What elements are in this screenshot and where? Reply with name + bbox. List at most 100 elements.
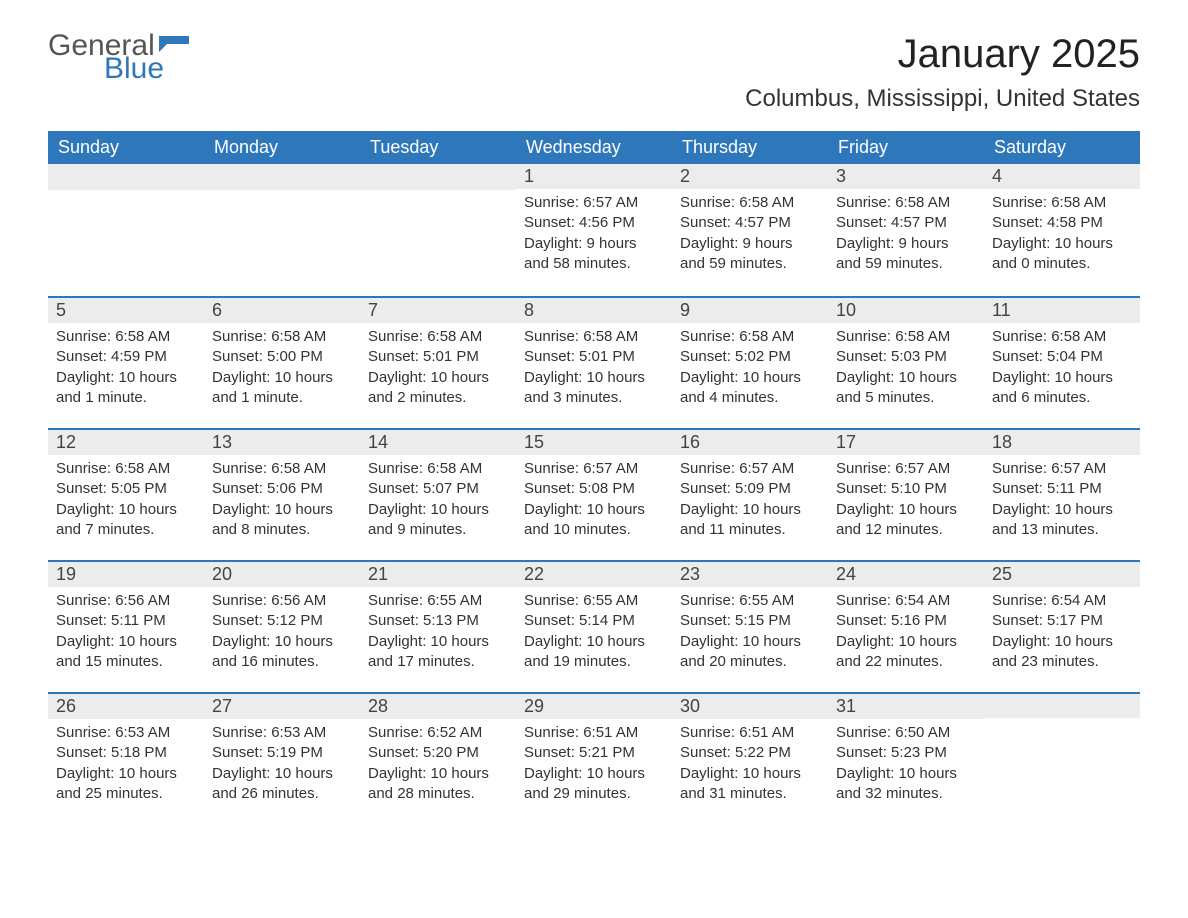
sunset-text: Sunset: 4:56 PM [524,213,664,233]
sunset-text: Sunset: 5:19 PM [212,743,352,763]
day-body: Sunrise: 6:58 AMSunset: 4:57 PMDaylight:… [828,189,984,282]
day-body: Sunrise: 6:58 AMSunset: 5:07 PMDaylight:… [360,455,516,548]
day-body: Sunrise: 6:53 AMSunset: 5:19 PMDaylight:… [204,719,360,812]
day-number: 19 [48,560,204,587]
daylight-text: Daylight: 10 hours and 3 minutes. [524,368,664,409]
calendar-cell: 26Sunrise: 6:53 AMSunset: 5:18 PMDayligh… [48,692,204,824]
day-body: Sunrise: 6:57 AMSunset: 4:56 PMDaylight:… [516,189,672,282]
sunset-text: Sunset: 5:04 PM [992,347,1132,367]
day-number: 13 [204,428,360,455]
day-body: Sunrise: 6:56 AMSunset: 5:11 PMDaylight:… [48,587,204,680]
weekday-header: Saturday [984,131,1140,164]
daylight-text: Daylight: 10 hours and 13 minutes. [992,500,1132,541]
daylight-text: Daylight: 10 hours and 29 minutes. [524,764,664,805]
calendar-cell: 4Sunrise: 6:58 AMSunset: 4:58 PMDaylight… [984,164,1140,296]
day-number: 4 [984,164,1140,189]
day-body: Sunrise: 6:58 AMSunset: 5:06 PMDaylight:… [204,455,360,548]
calendar-cell: 14Sunrise: 6:58 AMSunset: 5:07 PMDayligh… [360,428,516,560]
sunrise-text: Sunrise: 6:54 AM [836,591,976,611]
sunrise-text: Sunrise: 6:58 AM [836,193,976,213]
day-body: Sunrise: 6:58 AMSunset: 5:02 PMDaylight:… [672,323,828,416]
daylight-text: Daylight: 9 hours and 58 minutes. [524,234,664,275]
day-body: Sunrise: 6:55 AMSunset: 5:13 PMDaylight:… [360,587,516,680]
location: Columbus, Mississippi, United States [745,85,1140,113]
day-number: 12 [48,428,204,455]
daylight-text: Daylight: 10 hours and 17 minutes. [368,632,508,673]
day-number: 27 [204,692,360,719]
daylight-text: Daylight: 10 hours and 6 minutes. [992,368,1132,409]
day-number: 18 [984,428,1140,455]
calendar-table: Sunday Monday Tuesday Wednesday Thursday… [48,131,1140,824]
sunset-text: Sunset: 5:11 PM [992,479,1132,499]
calendar-cell: 20Sunrise: 6:56 AMSunset: 5:12 PMDayligh… [204,560,360,692]
day-number: 10 [828,296,984,323]
title-block: January 2025 Columbus, Mississippi, Unit… [745,32,1140,127]
sunset-text: Sunset: 5:09 PM [680,479,820,499]
daylight-text: Daylight: 10 hours and 32 minutes. [836,764,976,805]
sunrise-text: Sunrise: 6:57 AM [836,459,976,479]
day-body: Sunrise: 6:58 AMSunset: 4:57 PMDaylight:… [672,189,828,282]
day-number: 3 [828,164,984,189]
day-body: Sunrise: 6:53 AMSunset: 5:18 PMDaylight:… [48,719,204,812]
calendar-cell: 16Sunrise: 6:57 AMSunset: 5:09 PMDayligh… [672,428,828,560]
sunrise-text: Sunrise: 6:53 AM [56,723,196,743]
sunrise-text: Sunrise: 6:58 AM [680,327,820,347]
day-body: Sunrise: 6:57 AMSunset: 5:11 PMDaylight:… [984,455,1140,548]
day-number: 2 [672,164,828,189]
calendar-cell: 30Sunrise: 6:51 AMSunset: 5:22 PMDayligh… [672,692,828,824]
daylight-text: Daylight: 10 hours and 25 minutes. [56,764,196,805]
sunset-text: Sunset: 5:16 PM [836,611,976,631]
day-body: Sunrise: 6:56 AMSunset: 5:12 PMDaylight:… [204,587,360,680]
day-number: 1 [516,164,672,189]
daylight-text: Daylight: 10 hours and 5 minutes. [836,368,976,409]
calendar-cell: 28Sunrise: 6:52 AMSunset: 5:20 PMDayligh… [360,692,516,824]
calendar-cell: 15Sunrise: 6:57 AMSunset: 5:08 PMDayligh… [516,428,672,560]
calendar-cell: 24Sunrise: 6:54 AMSunset: 5:16 PMDayligh… [828,560,984,692]
sunset-text: Sunset: 5:18 PM [56,743,196,763]
calendar-week-row: 12Sunrise: 6:58 AMSunset: 5:05 PMDayligh… [48,428,1140,560]
daylight-text: Daylight: 10 hours and 15 minutes. [56,632,196,673]
day-number: 26 [48,692,204,719]
daylight-text: Daylight: 10 hours and 22 minutes. [836,632,976,673]
calendar-cell: 29 Sunrise: 6:51 AMSunset: 5:21 PMDayligh… [516,692,672,824]
sunset-text: Sunset: 5:20 PM [368,743,508,763]
day-number: 6 [204,296,360,323]
sunset-text: Sunset: 5:08 PM [524,479,664,499]
sunset-text: Sunset: 4:57 PM [680,213,820,233]
logo: General Blue [48,32,189,82]
daylight-text: Daylight: 10 hours and 19 minutes. [524,632,664,673]
calendar-cell: 3Sunrise: 6:58 AMSunset: 4:57 PMDaylight… [828,164,984,296]
sunrise-text: Sunrise: 6:58 AM [992,327,1132,347]
daylight-text: Daylight: 9 hours and 59 minutes. [680,234,820,275]
calendar-cell [48,164,204,296]
sunrise-text: Sunrise: 6:57 AM [524,459,664,479]
sunrise-text: Sunrise: 6:56 AM [56,591,196,611]
calendar-cell: 9Sunrise: 6:58 AMSunset: 5:02 PMDaylight… [672,296,828,428]
weekday-header: Friday [828,131,984,164]
day-body: Sunrise: 6:57 AMSunset: 5:08 PMDaylight:… [516,455,672,548]
sunset-text: Sunset: 5:21 PM [524,743,664,763]
sunset-text: Sunset: 5:07 PM [368,479,508,499]
sunrise-text: Sunrise: 6:58 AM [836,327,976,347]
sunrise-text: Sunrise: 6:51 AM [680,723,820,743]
sunset-text: Sunset: 4:57 PM [836,213,976,233]
day-number: 31 [828,692,984,719]
daylight-text: Daylight: 10 hours and 4 minutes. [680,368,820,409]
daylight-text: Daylight: 10 hours and 8 minutes. [212,500,352,541]
sunrise-text: Sunrise: 6:57 AM [680,459,820,479]
day-body: Sunrise: 6:51 AMSunset: 5:22 PMDaylight:… [672,719,828,812]
sunrise-text: Sunrise: 6:58 AM [368,459,508,479]
calendar-cell: 10Sunrise: 6:58 AMSunset: 5:03 PMDayligh… [828,296,984,428]
day-number: 29 [516,692,672,719]
calendar-cell: 5Sunrise: 6:58 AMSunset: 4:59 PMDaylight… [48,296,204,428]
calendar-cell: 17Sunrise: 6:57 AMSunset: 5:10 PMDayligh… [828,428,984,560]
day-body: Sunrise: 6:58 AMSunset: 5:01 PMDaylight:… [360,323,516,416]
header: General Blue January 2025 Columbus, Miss… [48,32,1140,127]
calendar-cell: 12Sunrise: 6:58 AMSunset: 5:05 PMDayligh… [48,428,204,560]
calendar-cell: 13Sunrise: 6:58 AMSunset: 5:06 PMDayligh… [204,428,360,560]
sunrise-text: Sunrise: 6:51 AM [524,723,664,743]
sunset-text: Sunset: 5:01 PM [368,347,508,367]
day-number: 9 [672,296,828,323]
sunset-text: Sunset: 4:58 PM [992,213,1132,233]
sunrise-text: Sunrise: 6:53 AM [212,723,352,743]
